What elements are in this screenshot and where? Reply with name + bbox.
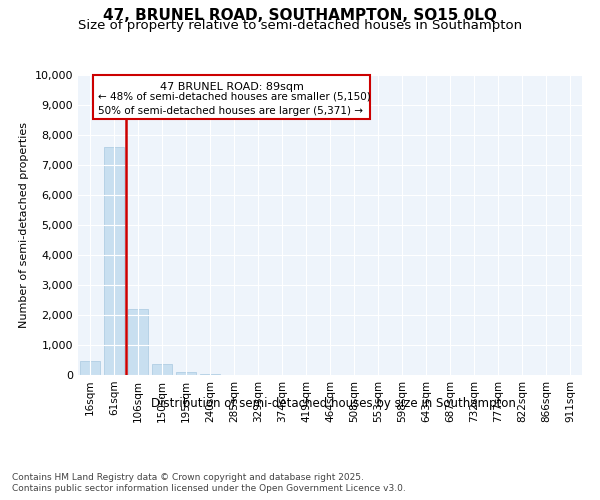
Text: Distribution of semi-detached houses by size in Southampton: Distribution of semi-detached houses by … — [151, 398, 515, 410]
Text: 47, BRUNEL ROAD, SOUTHAMPTON, SO15 0LQ: 47, BRUNEL ROAD, SOUTHAMPTON, SO15 0LQ — [103, 8, 497, 22]
Bar — [176, 372, 196, 375]
Y-axis label: Number of semi-detached properties: Number of semi-detached properties — [19, 122, 29, 328]
Bar — [152, 364, 172, 375]
Bar — [104, 147, 124, 375]
Bar — [200, 374, 220, 375]
Bar — [80, 360, 100, 375]
Text: Contains HM Land Registry data © Crown copyright and database right 2025.: Contains HM Land Registry data © Crown c… — [12, 472, 364, 482]
Text: Contains public sector information licensed under the Open Government Licence v3: Contains public sector information licen… — [12, 484, 406, 493]
Text: 47 BRUNEL ROAD: 89sqm: 47 BRUNEL ROAD: 89sqm — [160, 82, 304, 92]
Text: 50% of semi-detached houses are larger (5,371) →: 50% of semi-detached houses are larger (… — [98, 106, 363, 117]
Text: ← 48% of semi-detached houses are smaller (5,150): ← 48% of semi-detached houses are smalle… — [98, 92, 371, 102]
Bar — [128, 309, 148, 375]
FancyBboxPatch shape — [93, 75, 370, 118]
Text: Size of property relative to semi-detached houses in Southampton: Size of property relative to semi-detach… — [78, 19, 522, 32]
